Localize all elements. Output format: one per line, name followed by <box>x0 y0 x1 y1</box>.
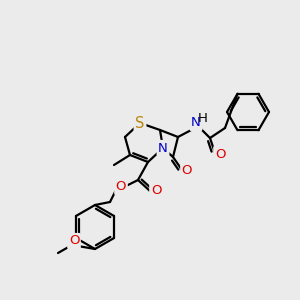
Text: O: O <box>116 181 126 194</box>
Text: O: O <box>151 184 161 196</box>
Text: N: N <box>158 142 168 154</box>
Text: H: H <box>198 112 208 124</box>
Text: O: O <box>215 148 225 160</box>
Text: O: O <box>69 235 79 248</box>
Text: O: O <box>182 164 192 176</box>
Text: S: S <box>135 116 145 130</box>
Text: N: N <box>191 116 201 130</box>
